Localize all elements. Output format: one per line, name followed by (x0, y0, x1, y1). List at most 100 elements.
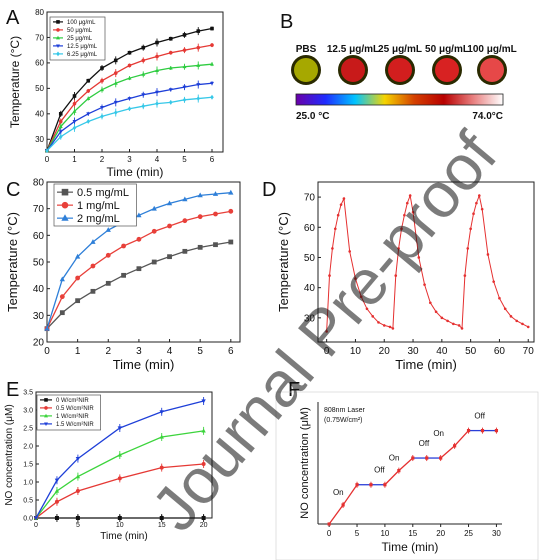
data-point-E-1 (75, 489, 80, 493)
data-point-D-0 (526, 325, 530, 329)
off-label: Off (419, 439, 430, 448)
thermal-well (294, 58, 318, 82)
x-tick-label-A: 5 (182, 155, 187, 164)
x-tick-label-D: 70 (523, 346, 535, 357)
legend-marker-A (56, 44, 60, 49)
data-point-A-0 (182, 33, 187, 37)
plot-frame-D (317, 181, 535, 343)
x-tick-label-F: 0 (327, 529, 332, 538)
thermal-well (480, 58, 504, 82)
data-point-E-0 (159, 516, 164, 520)
series-line-E-1 (35, 463, 204, 519)
y-tick-label-D: 60 (304, 223, 316, 234)
data-point-C-0 (121, 272, 126, 278)
data-point-A-2 (72, 109, 77, 113)
data-point-A-1 (127, 63, 132, 68)
data-point-A-4 (45, 148, 49, 154)
scale-min-label: 25.0 °C (296, 111, 329, 122)
data-point-E-0 (54, 516, 59, 520)
data-point-D-0 (469, 227, 472, 231)
y-tick-label-C: 60 (33, 231, 45, 242)
x-tick-label-C: 3 (136, 346, 142, 357)
panel-label-B: B (280, 11, 293, 33)
off-label: Off (474, 412, 485, 421)
y-tick-label-D: 70 (304, 193, 316, 204)
well-label: 12.5 μg/mL (327, 44, 379, 55)
data-point-A-2 (196, 63, 201, 67)
well-label: 25 μg/mL (378, 44, 422, 55)
data-point-D-0 (498, 296, 501, 300)
data-point-A-1 (100, 78, 104, 83)
data-point-D-0 (429, 301, 432, 305)
data-point-A-1 (58, 119, 63, 124)
y-axis-label-D: Temperature (°C) (276, 212, 291, 312)
heatmap-frame (278, 36, 526, 136)
data-point-E-2 (75, 474, 81, 479)
x-tick-label-F: 10 (380, 529, 389, 538)
data-point-D-0 (463, 274, 467, 277)
data-point-F-0 (439, 456, 443, 460)
data-point-C-2 (90, 239, 96, 244)
well-label: 50 μg/mL (425, 44, 469, 55)
legend-marker-C (61, 214, 69, 221)
x-tick-label-A: 0 (45, 155, 50, 164)
data-point-C-2 (166, 200, 173, 206)
data-point-D-0 (325, 330, 328, 333)
y-tick-label-E: 2.0 (23, 443, 33, 450)
y-axis-label-A: Temperature (°C) (8, 36, 22, 128)
data-point-C-1 (213, 211, 218, 217)
scale-max-label: 74.0°C (472, 111, 503, 122)
x-tick-label-E: 20 (200, 522, 208, 529)
data-point-D-0 (521, 322, 524, 326)
data-point-D-0 (371, 315, 375, 318)
legend-marker-A (56, 35, 60, 40)
data-point-C-2 (182, 196, 188, 202)
y-tick-label-C: 40 (33, 284, 45, 295)
data-point-A-1 (210, 43, 214, 47)
legend-label-A: 25 μg/mL (67, 36, 93, 42)
data-point-E-0 (201, 516, 206, 520)
data-point-A-4 (196, 96, 201, 101)
data-point-D-0 (460, 327, 464, 330)
data-point-F-0 (453, 444, 457, 448)
data-point-D-0 (331, 247, 334, 250)
data-point-C-0 (75, 298, 81, 304)
data-point-E-1 (54, 499, 59, 504)
data-point-D-0 (339, 203, 343, 206)
data-point-E-3 (54, 478, 60, 483)
data-point-A-0 (72, 94, 77, 98)
data-point-C-2 (151, 205, 157, 211)
y-tick-label-C: 70 (33, 204, 45, 215)
data-point-A-2 (100, 87, 104, 92)
x-tick-label-D: 20 (379, 346, 391, 357)
x-tick-label-F: 25 (464, 529, 473, 538)
series-segment-F (342, 484, 358, 506)
y-axis-label-C: Temperature (°C) (5, 212, 20, 312)
data-point-A-3 (210, 81, 214, 86)
data-point-F-0 (341, 503, 345, 507)
x-tick-label-C: 5 (197, 346, 203, 357)
legend-marker-E (44, 422, 48, 427)
data-point-A-4 (168, 100, 173, 105)
y-tick-label-D: 40 (304, 283, 316, 294)
data-point-D-0 (423, 283, 426, 286)
legend-label-E: 0 W/cm²NIR (56, 398, 89, 404)
data-point-A-3 (127, 97, 132, 101)
data-point-A-0 (196, 29, 201, 33)
legend-marker-C (61, 188, 69, 196)
thermal-well (388, 58, 412, 82)
data-point-A-4 (100, 114, 104, 119)
data-point-A-3 (100, 106, 104, 110)
x-tick-label-C: 0 (44, 346, 50, 357)
data-point-A-1 (141, 58, 146, 63)
panel-label-F: F (288, 379, 300, 401)
legend-label-C: 1 mg/mL (77, 200, 120, 212)
x-tick-label-C: 2 (105, 346, 111, 357)
data-point-C-0 (182, 248, 188, 254)
data-point-F-0 (397, 469, 401, 473)
data-point-D-0 (434, 310, 438, 314)
series-segment-F (384, 470, 400, 486)
panel-label-D: D (262, 179, 276, 201)
data-point-E-2 (117, 452, 123, 457)
